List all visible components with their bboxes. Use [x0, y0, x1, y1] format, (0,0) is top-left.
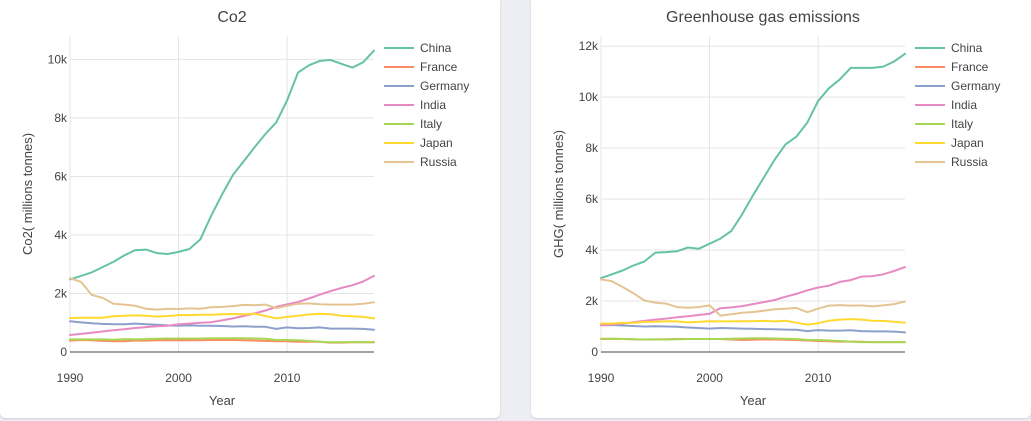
- chart-title: Co2: [217, 9, 246, 26]
- x-tick-label: 2000: [165, 371, 192, 385]
- legend-label-france: France: [420, 60, 458, 74]
- y-tick-label: 0: [60, 345, 67, 359]
- legend: China France Germany India Italy Japan Russia: [384, 41, 469, 169]
- y-tick-label: 6k: [585, 192, 599, 206]
- legend: China France Germany India Italy Japan Russia: [915, 41, 1000, 169]
- legend-label-india: India: [420, 98, 446, 112]
- x-tick-label: 2000: [696, 371, 723, 385]
- legend-label-germany: Germany: [951, 79, 1000, 93]
- series-line-germany: [600, 324, 906, 334]
- series-line-china: [69, 49, 375, 281]
- series-line-japan: [69, 312, 375, 320]
- chart-title: Greenhouse gas emissions: [666, 9, 860, 26]
- co2-chart-panel: Co2 0 2k 4k 6k 8k 10k 1990 2000 2010 Year Co2( mill…: [0, 0, 500, 418]
- series-line-japan: [600, 318, 906, 326]
- legend-label-india: India: [951, 98, 977, 112]
- y-tick-label: 2k: [54, 286, 68, 300]
- series-line-italy: [69, 337, 375, 344]
- series-line-russia: [600, 278, 906, 317]
- x-tick-label: 2010: [805, 371, 832, 385]
- series-line-germany: [69, 320, 375, 331]
- legend-label-japan: Japan: [951, 136, 984, 150]
- y-tick-label: 4k: [54, 228, 68, 242]
- ghg-chart-panel: Greenhouse gas emissions 0 2k 4k 6k 8k 10k 12k 1…: [531, 0, 1031, 418]
- x-tick-label: 1990: [588, 371, 615, 385]
- series-line-russia: [69, 277, 375, 311]
- x-tick-label: 1990: [57, 371, 84, 385]
- x-tick-label: 2010: [274, 371, 301, 385]
- series-line-china: [600, 52, 906, 280]
- ghg-line-chart: Greenhouse gas emissions 0 2k 4k 6k 8k 10k 12k 1…: [551, 9, 1000, 408]
- y-tick-label: 4k: [585, 243, 599, 257]
- series-line-india: [600, 266, 906, 327]
- legend-label-france: France: [951, 60, 989, 74]
- y-axis-title: Co2( millions tonnes): [20, 133, 35, 255]
- y-tick-label: 10k: [48, 52, 68, 66]
- y-tick-label: 0: [591, 345, 598, 359]
- y-tick-label: 2k: [585, 294, 599, 308]
- y-tick-label: 8k: [585, 141, 599, 155]
- legend-label-russia: Russia: [420, 155, 457, 169]
- legend-label-italy: Italy: [420, 117, 442, 131]
- y-tick-label: 12k: [579, 39, 599, 53]
- legend-label-japan: Japan: [420, 136, 453, 150]
- series-line-italy: [600, 337, 906, 344]
- y-tick-label: 8k: [54, 111, 68, 125]
- y-tick-label: 6k: [54, 169, 68, 183]
- y-tick-label: 10k: [579, 90, 599, 104]
- series-line-india: [69, 274, 375, 336]
- legend-label-russia: Russia: [951, 155, 988, 169]
- legend-label-china: China: [951, 41, 983, 55]
- co2-line-chart: Co2 0 2k 4k 6k 8k 10k 1990 2000 2010 Year Co2( mill…: [20, 9, 469, 408]
- legend-label-italy: Italy: [951, 117, 973, 131]
- x-axis-title: Year: [209, 393, 236, 408]
- legend-label-germany: Germany: [420, 79, 469, 93]
- x-axis-title: Year: [740, 393, 767, 408]
- legend-label-china: China: [420, 41, 452, 55]
- y-axis-title: GHG( millions tonnes): [551, 130, 566, 258]
